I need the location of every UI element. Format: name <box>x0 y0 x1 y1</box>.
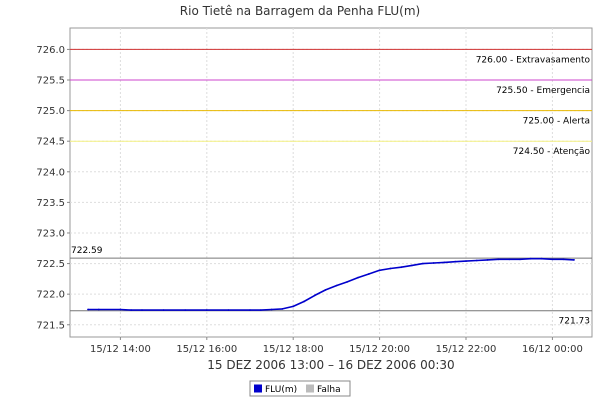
data-point <box>497 258 500 261</box>
data-point <box>281 308 284 310</box>
y-tick-label: 725.0 <box>36 106 65 117</box>
y-tick-label: 722.0 <box>36 290 65 301</box>
data-point <box>346 281 349 283</box>
data-point <box>162 309 165 311</box>
data-point <box>249 309 251 311</box>
data-point <box>130 309 133 311</box>
threshold-label: 726.00 - Extravasamento <box>476 55 591 65</box>
threshold-label: 724.50 - Atenção <box>513 147 591 157</box>
data-point <box>87 308 89 311</box>
x-tick-label: 15/12 16:00 <box>176 344 237 355</box>
threshold-label: 725.00 - Alerta <box>523 117 590 127</box>
y-tick-label: 724.0 <box>36 167 65 178</box>
y-tick-label: 726.0 <box>36 45 65 56</box>
data-point <box>270 308 273 311</box>
x-tick-label: 15/12 22:00 <box>436 344 497 355</box>
y-tick-label: 723.0 <box>36 228 65 239</box>
data-point <box>378 269 381 272</box>
data-point <box>443 261 446 264</box>
data-point <box>573 259 575 261</box>
legend-box <box>249 380 351 397</box>
data-point <box>411 264 413 267</box>
data-point <box>432 262 435 264</box>
y-tick-label: 724.5 <box>36 137 65 148</box>
legend-swatch <box>306 384 314 393</box>
min-line-label: 721.73 <box>559 317 591 327</box>
x-axis-label: 15 DEZ 2006 13:00 – 16 DEZ 2006 00:30 <box>207 358 454 372</box>
legend-label: Falha <box>317 385 341 395</box>
threshold-label: 725.50 - Emergencia <box>496 86 590 96</box>
legend: FLU(m) Falha <box>249 380 351 397</box>
data-point <box>519 258 521 261</box>
y-axis: 721.5 722.0 722.5 723.0 723.5 724.0 724.5 725.0… <box>36 45 70 331</box>
y-tick-label: 725.5 <box>36 76 65 87</box>
series-line-flu <box>88 257 575 311</box>
data-point <box>367 273 370 275</box>
data-point <box>465 260 467 262</box>
data-point <box>400 266 403 269</box>
data-point <box>335 284 338 287</box>
y-tick-label: 721.5 <box>36 320 65 331</box>
y-tick-label: 722.5 <box>36 259 65 270</box>
data-point <box>292 305 295 308</box>
max-line-label: 722.59 <box>71 246 103 256</box>
data-point <box>551 258 554 261</box>
x-axis: 15/12 14:00 15/12 16:00 15/12 18:00 15/12 2… <box>90 337 583 355</box>
data-point <box>119 308 122 311</box>
data-point <box>486 259 489 261</box>
data-point <box>313 294 316 297</box>
data-point <box>205 309 208 311</box>
data-point <box>540 257 543 260</box>
legend-label: FLU(m) <box>265 385 297 395</box>
data-point <box>529 257 532 260</box>
x-tick-label: 15/12 20:00 <box>349 344 410 355</box>
data-point <box>421 262 424 265</box>
x-tick-label: 15/12 14:00 <box>90 344 151 355</box>
data-point <box>562 258 565 261</box>
data-point <box>97 308 100 311</box>
data-point <box>357 276 359 279</box>
data-point <box>227 309 230 311</box>
data-point <box>454 260 457 263</box>
data-point <box>141 309 143 311</box>
legend-swatch <box>254 384 262 393</box>
x-tick-label: 16/12 00:00 <box>522 344 583 355</box>
series-layer <box>87 257 575 311</box>
x-tick-label: 15/12 18:00 <box>263 344 324 355</box>
y-tick-label: 723.5 <box>36 198 65 209</box>
data-point <box>303 300 305 303</box>
data-point <box>508 258 511 261</box>
data-point <box>389 267 392 270</box>
chart-title: Rio Tietê na Barragem da Penha FLU(m) <box>180 4 420 18</box>
data-point <box>475 259 478 262</box>
threshold-lines: 726.00 - Extravasamento 725.50 - Emergenc… <box>70 48 592 327</box>
data-point <box>184 309 187 311</box>
data-point <box>324 289 327 291</box>
data-point <box>259 309 262 311</box>
plot-area <box>69 27 593 338</box>
